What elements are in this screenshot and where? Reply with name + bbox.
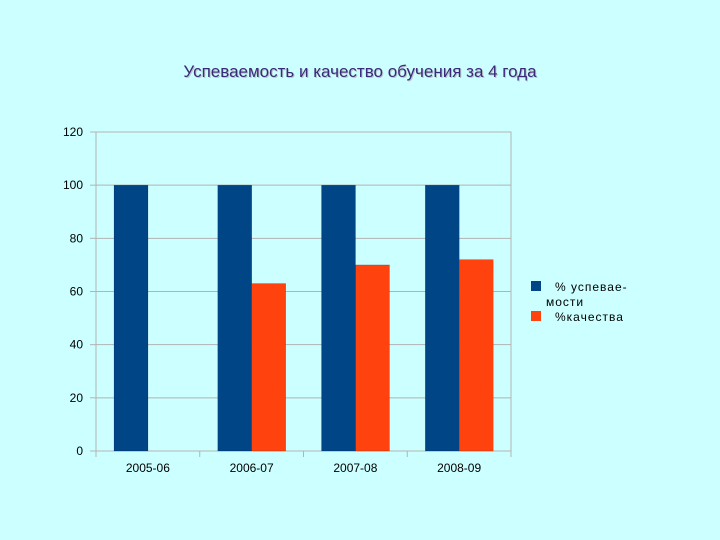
bar <box>321 184 356 452</box>
legend-label: % успевае- <box>555 280 628 294</box>
bar <box>425 184 460 452</box>
legend-swatch <box>531 281 541 291</box>
y-tick-label: 40 <box>70 338 84 352</box>
x-tick-label: 2007-08 <box>333 461 377 475</box>
y-tick-label: 80 <box>70 231 84 245</box>
bar <box>355 264 390 452</box>
chart-title: Успеваемость и качество обучения за 4 го… <box>183 62 537 81</box>
bar <box>459 259 494 452</box>
y-tick-label: 120 <box>63 125 83 139</box>
x-tick-label: 2005-06 <box>126 461 170 475</box>
legend-label: %качества <box>555 310 624 324</box>
y-tick-label: 0 <box>76 444 83 458</box>
x-tick-label: 2006-07 <box>230 461 274 475</box>
bar <box>113 184 149 452</box>
x-tick-label: 2008-09 <box>437 461 481 475</box>
legend-swatch <box>531 311 541 321</box>
y-tick-label: 100 <box>63 178 83 192</box>
y-tick-label: 20 <box>70 391 84 405</box>
bar <box>217 184 252 452</box>
y-tick-label: 60 <box>70 285 84 299</box>
bar <box>251 283 286 452</box>
legend-label: мости <box>546 295 584 309</box>
